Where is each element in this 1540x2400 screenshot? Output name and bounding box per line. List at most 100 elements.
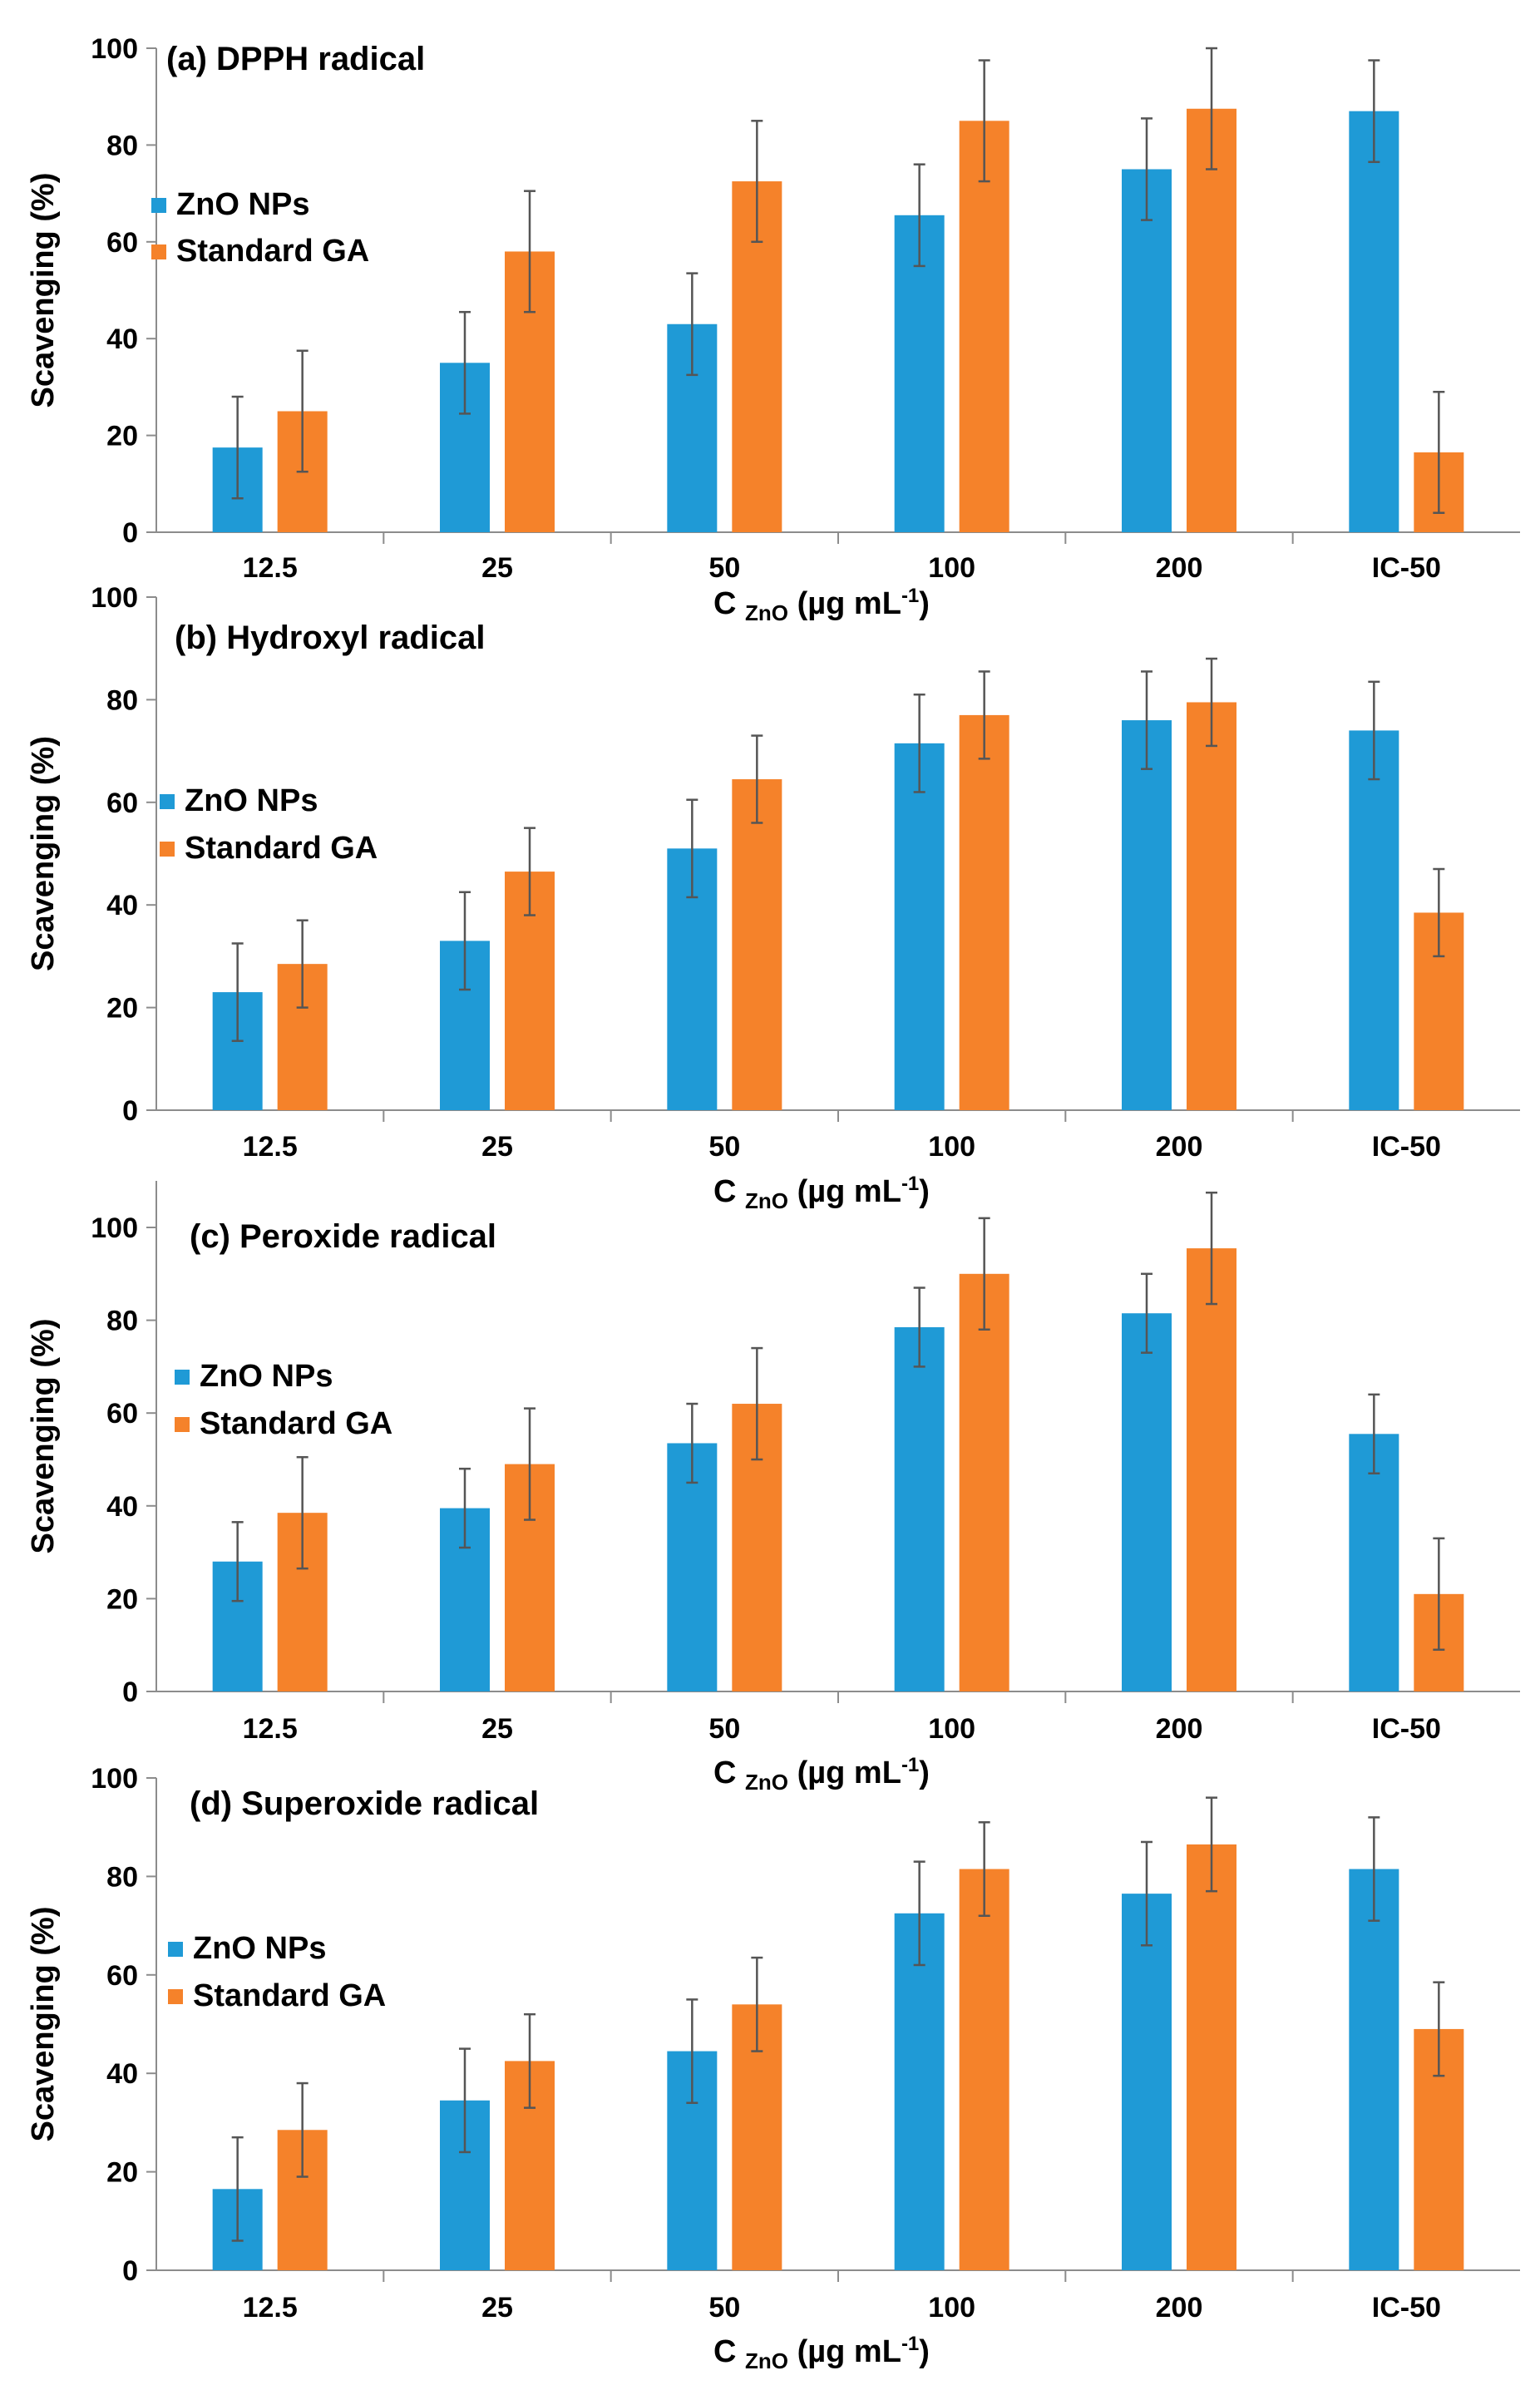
legend-label: Standard GA — [185, 831, 378, 866]
legend-label: Standard GA — [200, 1406, 392, 1441]
bar-zno — [894, 1326, 945, 1691]
x-tick-label: 12.5 — [243, 1713, 298, 1745]
legend-swatch — [160, 794, 175, 809]
bar-zno — [1122, 720, 1172, 1110]
x-tick-label: 100 — [928, 1131, 975, 1163]
y-axis-label: Scavenging (%) — [26, 173, 61, 408]
bar-ga — [959, 1869, 1009, 2270]
y-tick-label: 40 — [106, 890, 138, 921]
x-tick-label: 25 — [481, 2292, 513, 2323]
x-tick-label: 100 — [928, 552, 975, 584]
chart-panel-2: 0 20 40 60 80 100 12.5 25 50 100 200 IC-50 (b) Hydro… — [26, 582, 1520, 1213]
y-tick-label: 60 — [106, 1398, 138, 1430]
y-tick-label: 60 — [106, 1960, 138, 1992]
chart-title: (c) Peroxide radical — [190, 1218, 496, 1255]
x-tick-label: IC-50 — [1372, 552, 1441, 584]
chart-panel-4: 0 20 40 60 80 100 12.5 25 50 100 200 IC-50 (d) Super… — [26, 1763, 1520, 2373]
x-axis-label: C ZnO (µg mL-1) — [713, 585, 930, 625]
bar-ga — [1187, 702, 1236, 1110]
y-tick-label: 20 — [106, 1583, 138, 1615]
y-tick-label: 0 — [122, 1677, 138, 1708]
legend-label: ZnO NPs — [200, 1359, 333, 1394]
y-tick-label: 100 — [91, 33, 138, 65]
y-tick-label: 0 — [122, 517, 138, 549]
bar-ga — [959, 121, 1009, 533]
y-tick-label: 80 — [106, 1861, 138, 1893]
bar-zno — [894, 743, 945, 1110]
legend-swatch — [151, 198, 166, 213]
bar-zno — [1349, 1434, 1399, 1691]
x-tick-label: IC-50 — [1372, 1713, 1441, 1745]
legend-swatch — [175, 1370, 190, 1385]
bar-zno — [894, 215, 945, 532]
chart-title: (b) Hydroxyl radical — [175, 620, 485, 656]
x-tick-label: 200 — [1156, 1713, 1203, 1745]
x-tick-label: 50 — [708, 2292, 740, 2323]
bar-ga — [1187, 108, 1236, 532]
y-tick-label: 100 — [91, 582, 138, 614]
legend-swatch — [160, 842, 175, 857]
y-tick-label: 20 — [106, 421, 138, 452]
legend-swatch — [168, 1942, 183, 1957]
x-tick-label: 25 — [481, 1131, 513, 1163]
legend-swatch — [175, 1417, 190, 1432]
bar-zno — [1349, 1869, 1399, 2270]
chart-title: (d) Superoxide radical — [190, 1785, 539, 1822]
y-tick-label: 80 — [106, 130, 138, 161]
legend-label: Standard GA — [176, 234, 369, 269]
x-tick-label: 200 — [1156, 1131, 1203, 1163]
x-tick-label: IC-50 — [1372, 1131, 1441, 1163]
y-axis-label: Scavenging (%) — [26, 1907, 61, 2142]
legend-label: ZnO NPs — [176, 187, 309, 222]
x-tick-label: IC-50 — [1372, 2292, 1441, 2323]
bar-zno — [1122, 1894, 1172, 2270]
y-tick-label: 100 — [91, 1212, 138, 1244]
y-tick-label: 40 — [106, 1491, 138, 1523]
y-tick-label: 40 — [106, 323, 138, 355]
x-axis-label: C ZnO (µg mL-1) — [713, 1754, 930, 1795]
legend-label: Standard GA — [193, 1978, 386, 2013]
bar-ga — [732, 779, 782, 1110]
y-tick-label: 20 — [106, 2157, 138, 2189]
y-tick-label: 60 — [106, 227, 138, 259]
y-tick-label: 80 — [106, 1306, 138, 1337]
x-tick-label: 25 — [481, 552, 513, 584]
bar-ga — [1187, 1844, 1236, 2270]
y-tick-label: 40 — [106, 2058, 138, 2090]
x-tick-label: 200 — [1156, 2292, 1203, 2323]
y-axis-label: Scavenging (%) — [26, 736, 61, 971]
bar-zno — [667, 1443, 718, 1691]
x-tick-label: 200 — [1156, 552, 1203, 584]
x-tick-label: 100 — [928, 2292, 975, 2323]
y-tick-label: 60 — [106, 788, 138, 819]
x-tick-label: 50 — [708, 552, 740, 584]
x-tick-label: 50 — [708, 1713, 740, 1745]
chart-title: (a) DPPH radical — [166, 41, 425, 77]
bar-ga — [959, 714, 1009, 1110]
x-tick-label: 12.5 — [243, 552, 298, 584]
x-tick-label: 25 — [481, 1713, 513, 1745]
x-tick-label: 12.5 — [243, 2292, 298, 2323]
y-tick-label: 80 — [106, 684, 138, 716]
bar-zno — [1349, 111, 1399, 532]
bar-zno — [1349, 730, 1399, 1110]
legend-label: ZnO NPs — [185, 783, 318, 818]
legend-swatch — [168, 1989, 183, 2004]
legend-label: ZnO NPs — [193, 1931, 326, 1966]
chart-panel-3: 0 20 40 60 80 100 12.5 25 50 100 200 IC-50 (c) Perox… — [26, 1181, 1520, 1795]
y-axis-label: Scavenging (%) — [26, 1319, 61, 1554]
y-tick-label: 0 — [122, 1095, 138, 1127]
x-tick-label: 12.5 — [243, 1131, 298, 1163]
bar-zno — [1122, 169, 1172, 532]
chart-panel-1: 0 20 40 60 80 100 12.5 25 50 100 200 IC-50 (a) DPPH … — [26, 33, 1520, 625]
x-tick-label: 100 — [928, 1713, 975, 1745]
bar-ga — [1187, 1248, 1236, 1691]
bar-zno — [894, 1913, 945, 2270]
y-tick-label: 0 — [122, 2255, 138, 2287]
bar-ga — [959, 1273, 1009, 1691]
x-axis-label: C ZnO (µg mL-1) — [713, 1173, 930, 1213]
legend-swatch — [151, 244, 166, 259]
x-tick-label: 50 — [708, 1131, 740, 1163]
bar-zno — [1122, 1313, 1172, 1691]
